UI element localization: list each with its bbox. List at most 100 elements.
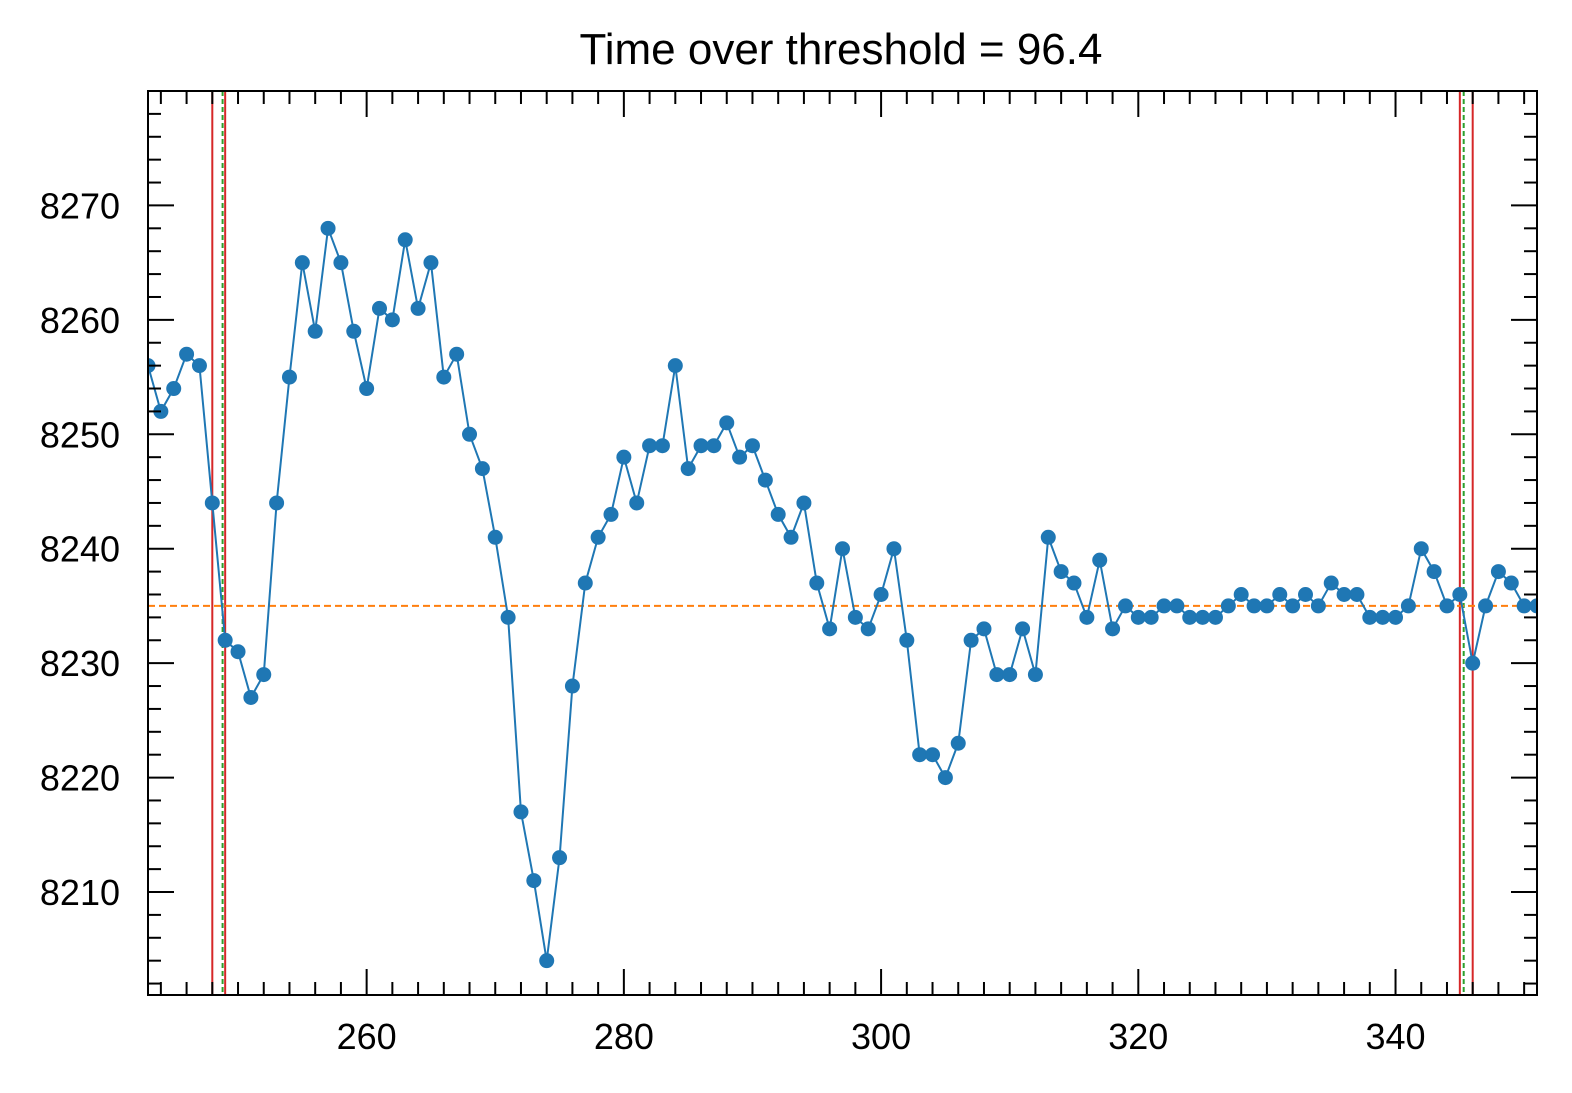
data-point [1027, 667, 1043, 683]
data-point [564, 678, 580, 694]
data-point [1413, 541, 1429, 557]
data-point [1182, 609, 1198, 625]
data-point [809, 575, 825, 591]
data-point [1272, 586, 1288, 602]
data-point [487, 529, 503, 545]
data-point [1156, 598, 1172, 614]
data-point [500, 609, 516, 625]
data-point [616, 449, 632, 465]
data-point [1400, 598, 1416, 614]
data-point [1490, 564, 1506, 580]
data-point [1092, 552, 1108, 568]
y-tick-label: 8210 [40, 872, 120, 913]
data-point [179, 346, 195, 362]
data-point [886, 541, 902, 557]
data-point [1130, 609, 1146, 625]
y-tick-label: 8230 [40, 643, 120, 684]
data-point [1233, 586, 1249, 602]
data-point [359, 381, 375, 397]
data-point [925, 747, 941, 763]
data-point [1143, 609, 1159, 625]
data-point [770, 506, 786, 522]
data-point [1259, 598, 1275, 614]
data-point [1310, 598, 1326, 614]
data-point [963, 632, 979, 648]
x-tick-label: 300 [851, 1016, 911, 1057]
data-point [937, 770, 953, 786]
data-point [1040, 529, 1056, 545]
data-point [976, 621, 992, 637]
data-point [1388, 609, 1404, 625]
x-tick-label: 260 [337, 1016, 397, 1057]
data-point [667, 358, 683, 374]
data-point [1503, 575, 1519, 591]
data-point [256, 667, 272, 683]
y-tick-label: 8220 [40, 758, 120, 799]
data-point [1195, 609, 1211, 625]
data-point [860, 621, 876, 637]
data-point [1207, 609, 1223, 625]
data-point [1516, 598, 1532, 614]
data-point [307, 323, 323, 339]
data-point [346, 323, 362, 339]
data-point [191, 358, 207, 374]
data-point [680, 461, 696, 477]
data-point [732, 449, 748, 465]
data-point [1002, 667, 1018, 683]
data-point [899, 632, 915, 648]
data-point [462, 426, 478, 442]
data-point [1220, 598, 1236, 614]
data-point [629, 495, 645, 511]
data-point [384, 312, 400, 328]
data-point [706, 438, 722, 454]
data-point [1298, 586, 1313, 602]
data-point [397, 232, 413, 248]
data-point [989, 667, 1005, 683]
data-point [1079, 609, 1095, 625]
data-point [1117, 598, 1133, 614]
data-point [1426, 564, 1442, 580]
data-point [1439, 598, 1455, 614]
data-point [912, 747, 928, 763]
y-tick-label: 8260 [40, 300, 120, 341]
plot-frame [147, 90, 1538, 996]
data-point [217, 632, 233, 648]
data-point [796, 495, 812, 511]
data-point [1478, 598, 1494, 614]
data-point [281, 369, 297, 385]
data-point [526, 873, 542, 889]
y-tick-label: 8250 [40, 414, 120, 455]
data-point [243, 689, 259, 705]
data-point [654, 438, 670, 454]
data-point [719, 415, 735, 431]
data-point [320, 220, 336, 236]
data-point [1323, 575, 1339, 591]
data-point [873, 586, 889, 602]
data-point [1066, 575, 1082, 591]
data-point [603, 506, 619, 522]
axis-ticks: 260 280 300 320 340 8210 8220 8230 8240 8250 8260 8… [40, 90, 1537, 1057]
data-point [539, 953, 555, 969]
data-point [1053, 564, 1069, 580]
marker-lines [211, 91, 1474, 995]
data-point [744, 438, 760, 454]
data-point [822, 621, 838, 637]
data-point [642, 438, 658, 454]
data-point [1465, 655, 1481, 671]
data-point [757, 472, 773, 488]
data-point [410, 300, 426, 316]
data-point [474, 461, 490, 477]
x-tick-label: 280 [594, 1016, 654, 1057]
y-tick-label: 8270 [40, 185, 120, 226]
chart-title: Time over threshold = 96.4 [580, 25, 1103, 74]
data-point [513, 804, 529, 820]
data-point [1336, 586, 1352, 602]
data-point [269, 495, 285, 511]
data-point [204, 495, 220, 511]
data-point [577, 575, 593, 591]
x-tick-label: 340 [1365, 1016, 1425, 1057]
data-series [148, 220, 1537, 969]
x-tick-label: 320 [1108, 1016, 1168, 1057]
data-point [423, 255, 439, 271]
data-point [1452, 586, 1468, 602]
